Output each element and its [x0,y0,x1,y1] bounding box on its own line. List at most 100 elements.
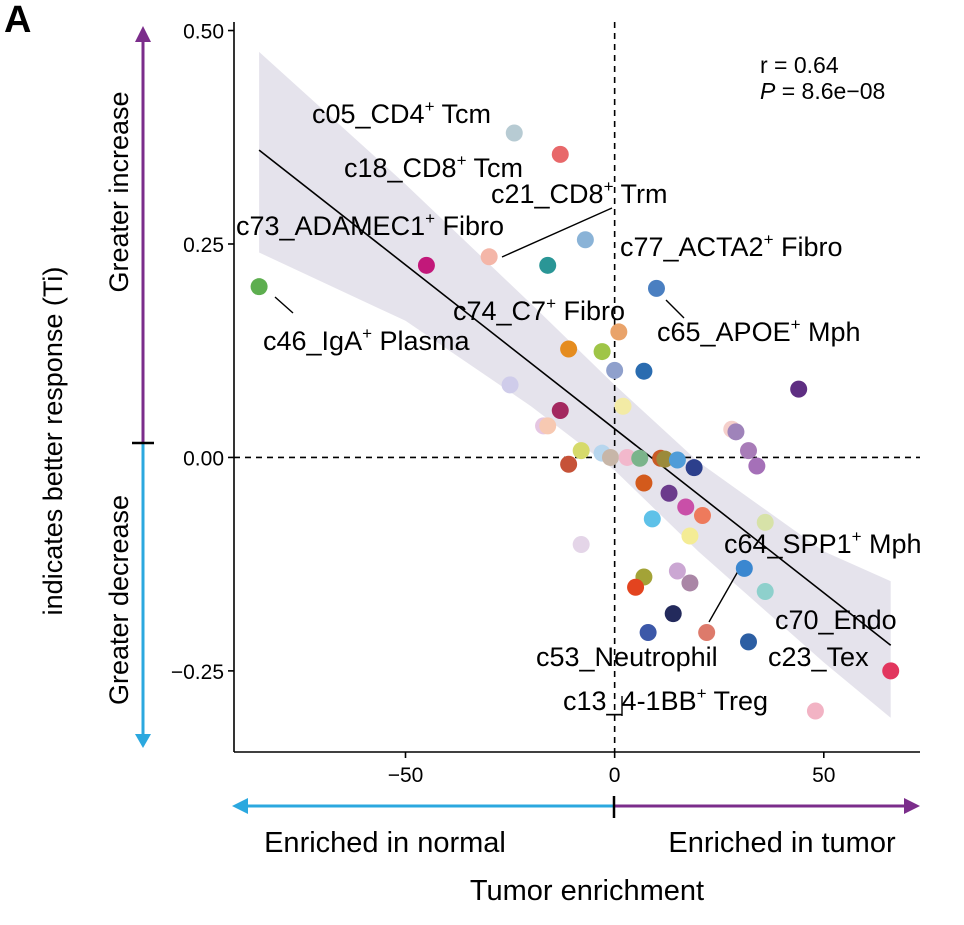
data-point [480,248,498,266]
panel-label: A [4,0,31,41]
data-point [631,449,649,467]
data-point [572,536,590,554]
point-label-sup: + [425,97,435,116]
data-point [681,527,699,545]
data-point [539,256,557,274]
point-label: c53_Neutrophil [536,642,718,672]
data-point [560,340,578,358]
y-tick-label: 0.25 [183,234,224,257]
point-label-suffix: Mph [862,529,922,559]
data-point [576,231,594,249]
enriched-tumor-label: Enriched in tumor [668,827,896,859]
data-point [735,559,753,577]
data-point [635,474,653,492]
data-point [635,362,653,380]
data-point [601,448,619,466]
point-label: c73_ADAMEC1+ Fibro [236,209,504,241]
connector-c53 [708,565,742,623]
data-point [748,457,766,475]
data-point [681,574,699,592]
point-label-name: c23_Tex [768,642,869,672]
data-point [685,459,703,477]
point-label: c21_CD8+ Trm [491,177,668,209]
point-label-sup: + [852,527,862,546]
data-point [417,256,435,274]
greater-decrease-label: Greater decrease [104,495,134,705]
data-point [572,442,590,460]
point-label-sup: + [764,230,774,249]
data-point [740,633,757,651]
point-label-suffix: Treg [707,686,769,716]
point-label-sup: + [362,324,372,343]
data-point [551,145,569,163]
point-label-suffix: Fibro [774,232,843,262]
p-value: = 8.6e−08 [775,78,885,104]
point-label: c18_CD8+ Tcm [344,151,523,183]
data-point [505,124,523,142]
p-value-text: P = 8.6e−08 [760,78,885,104]
data-point [668,562,686,580]
y-tick-label: 0.50 [183,21,224,44]
y-direction-arrow [132,26,154,748]
connector-c65 [665,299,685,319]
increase-arrow-head [135,26,151,42]
point-label-name: c70_Endo [775,605,897,635]
data-point [693,506,711,524]
point-label-suffix: Fibro [556,296,625,326]
normal-arrow-head [232,798,248,814]
data-point [643,510,661,528]
point-label: c64_SPP1+ Mph [724,527,922,559]
point-label-sup: + [791,315,801,334]
point-label-name: c05_CD4 [312,99,425,129]
data-point [668,451,686,469]
data-point [664,605,682,623]
data-point [756,582,774,600]
decrease-arrow-head [135,734,151,748]
point-label: c46_IgA+ Plasma [263,324,471,356]
point-label: c70_Endo [775,605,897,635]
y-axis-title: indicates better response (Ti) [38,267,68,616]
data-point [593,343,611,361]
data-point [727,423,745,441]
point-label-name: c64_SPP1 [724,529,852,559]
data-point [627,578,645,596]
x-axis-title: Tumor enrichment [470,875,704,907]
point-label-suffix: Trm [614,179,668,209]
point-label: c23_Tex [768,642,869,672]
point-label-suffix: Plasma [372,326,471,356]
point-label-sup: + [425,209,435,228]
axes: 0.50 0.25 0.00 −0.25 −50 0 50 [171,21,920,787]
point-label-name: c65_APOE [657,317,791,347]
data-point [790,380,808,398]
point-label: c74_C7+ Fibro [453,294,625,326]
point-label-name: c73_ADAMEC1 [236,211,425,241]
data-point [250,278,268,296]
data-point [677,498,695,516]
x-tick-label: −50 [388,764,424,787]
data-point [539,417,557,435]
point-label-suffix: Tcm [435,99,492,129]
point-label-name: c77_ACTA2 [620,232,764,262]
point-label-name: c13_4-1BB [563,686,697,716]
connector-c46 [274,296,294,314]
data-point [618,448,636,466]
greater-increase-label: Greater increase [104,91,134,292]
y-tick-label: 0.00 [183,447,224,470]
point-label-sup: + [697,684,707,703]
data-point [806,702,824,720]
point-label-name: c46_IgA [263,326,362,356]
point-label-sup: + [457,151,467,170]
correlation-r: r = 0.64 [760,52,839,78]
data-point [740,442,757,460]
data-points [250,124,900,720]
point-label-sup: + [546,294,556,313]
data-point [606,361,624,379]
x-tick-label: 50 [812,764,835,787]
regression-line [258,149,892,646]
data-point [501,376,519,394]
point-label: c13_4-1BB+ Treg [563,684,768,716]
point-label-name: c74_C7 [453,296,546,326]
point-label-suffix: Tcm [467,153,524,183]
enriched-normal-label: Enriched in normal [264,827,506,859]
